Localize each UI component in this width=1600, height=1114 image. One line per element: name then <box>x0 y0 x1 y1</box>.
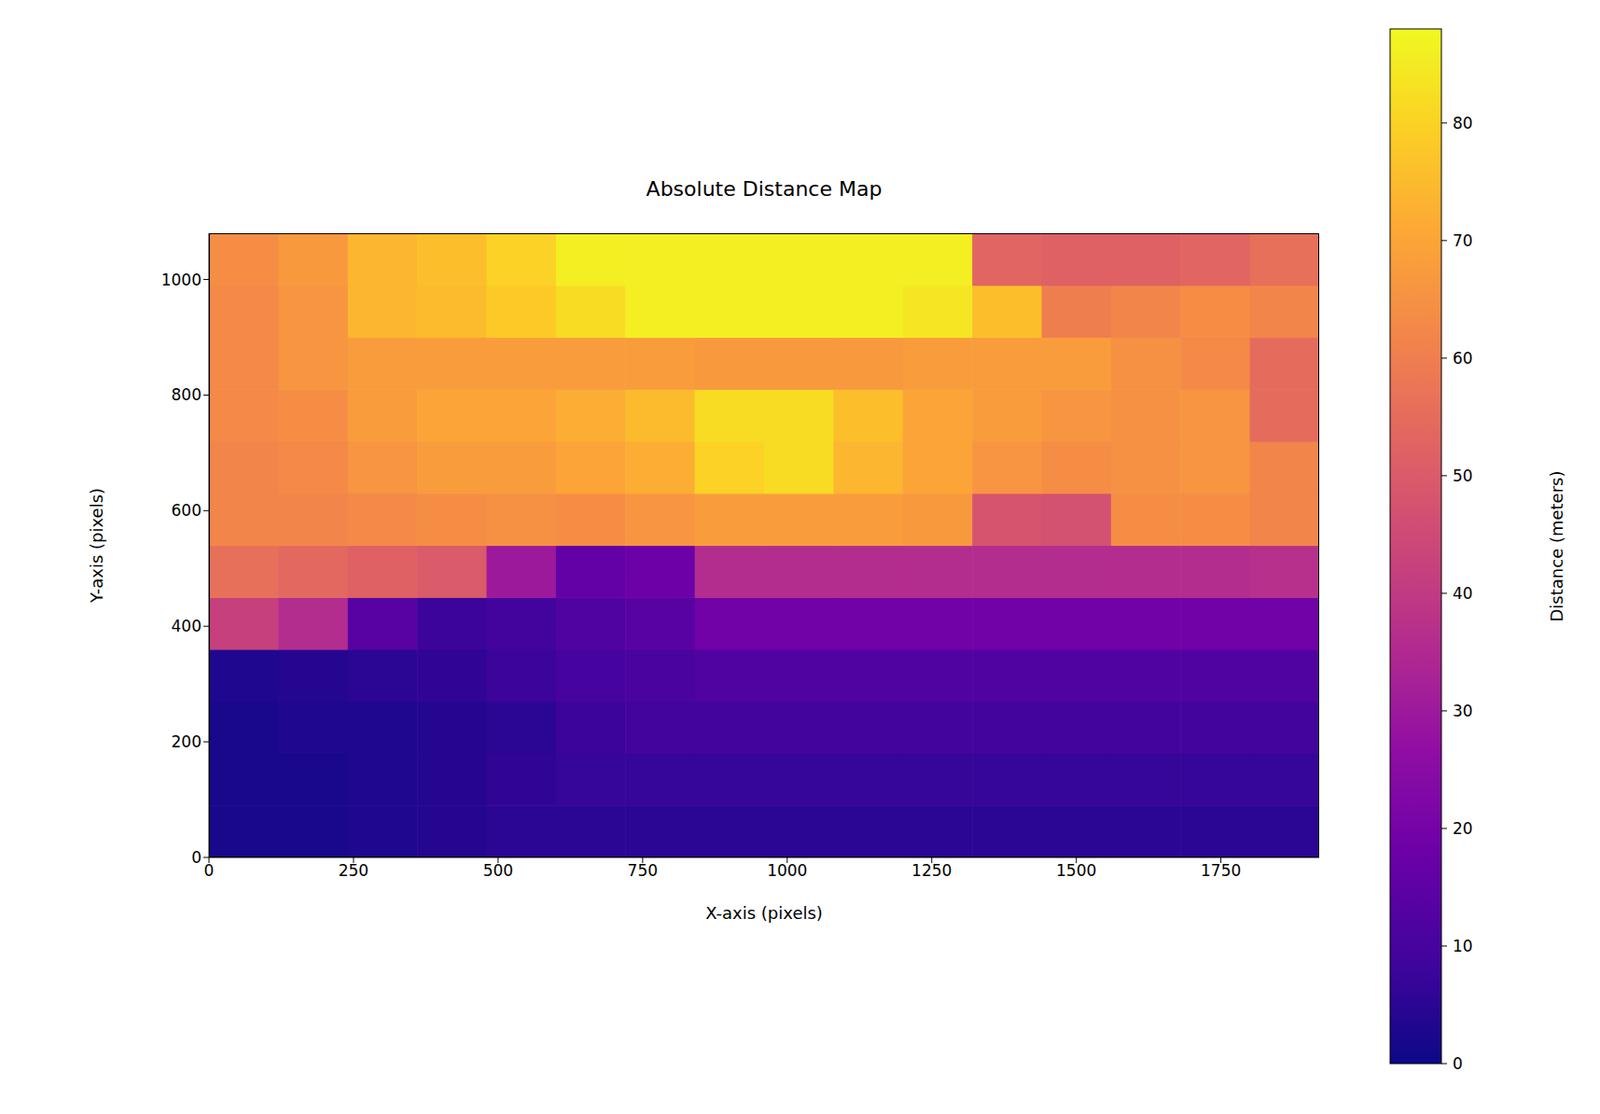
svg-text:500: 500 <box>483 861 514 880</box>
svg-text:30: 30 <box>1452 701 1474 721</box>
svg-text:400: 400 <box>171 616 202 636</box>
svg-text:800: 800 <box>171 385 202 404</box>
svg-text:Distance (meters): Distance (meters) <box>1546 471 1567 623</box>
svg-text:750: 750 <box>627 861 658 880</box>
svg-text:10: 10 <box>1452 936 1474 956</box>
svg-text:1500: 1500 <box>1056 861 1097 880</box>
svg-text:1000: 1000 <box>766 861 807 880</box>
svg-text:0: 0 <box>191 848 202 867</box>
svg-text:1000: 1000 <box>161 270 202 290</box>
svg-text:70: 70 <box>1452 231 1474 251</box>
svg-text:Y-axis (pixels): Y-axis (pixels) <box>86 487 107 604</box>
svg-text:80: 80 <box>1452 113 1474 133</box>
svg-text:1750: 1750 <box>1200 861 1241 880</box>
svg-text:250: 250 <box>338 861 369 880</box>
svg-text:0: 0 <box>1452 1054 1463 1073</box>
svg-text:200: 200 <box>171 732 202 752</box>
svg-text:0: 0 <box>204 861 215 880</box>
svg-text:40: 40 <box>1452 584 1474 603</box>
svg-text:50: 50 <box>1452 466 1474 486</box>
svg-text:X-axis (pixels): X-axis (pixels) <box>705 903 823 923</box>
svg-text:20: 20 <box>1452 819 1474 838</box>
svg-text:60: 60 <box>1452 348 1474 368</box>
html-text:Absolute Distance Map: Absolute Distance Map <box>646 177 883 201</box>
svg-text:600: 600 <box>171 500 202 520</box>
svg-text:1250: 1250 <box>911 861 952 880</box>
